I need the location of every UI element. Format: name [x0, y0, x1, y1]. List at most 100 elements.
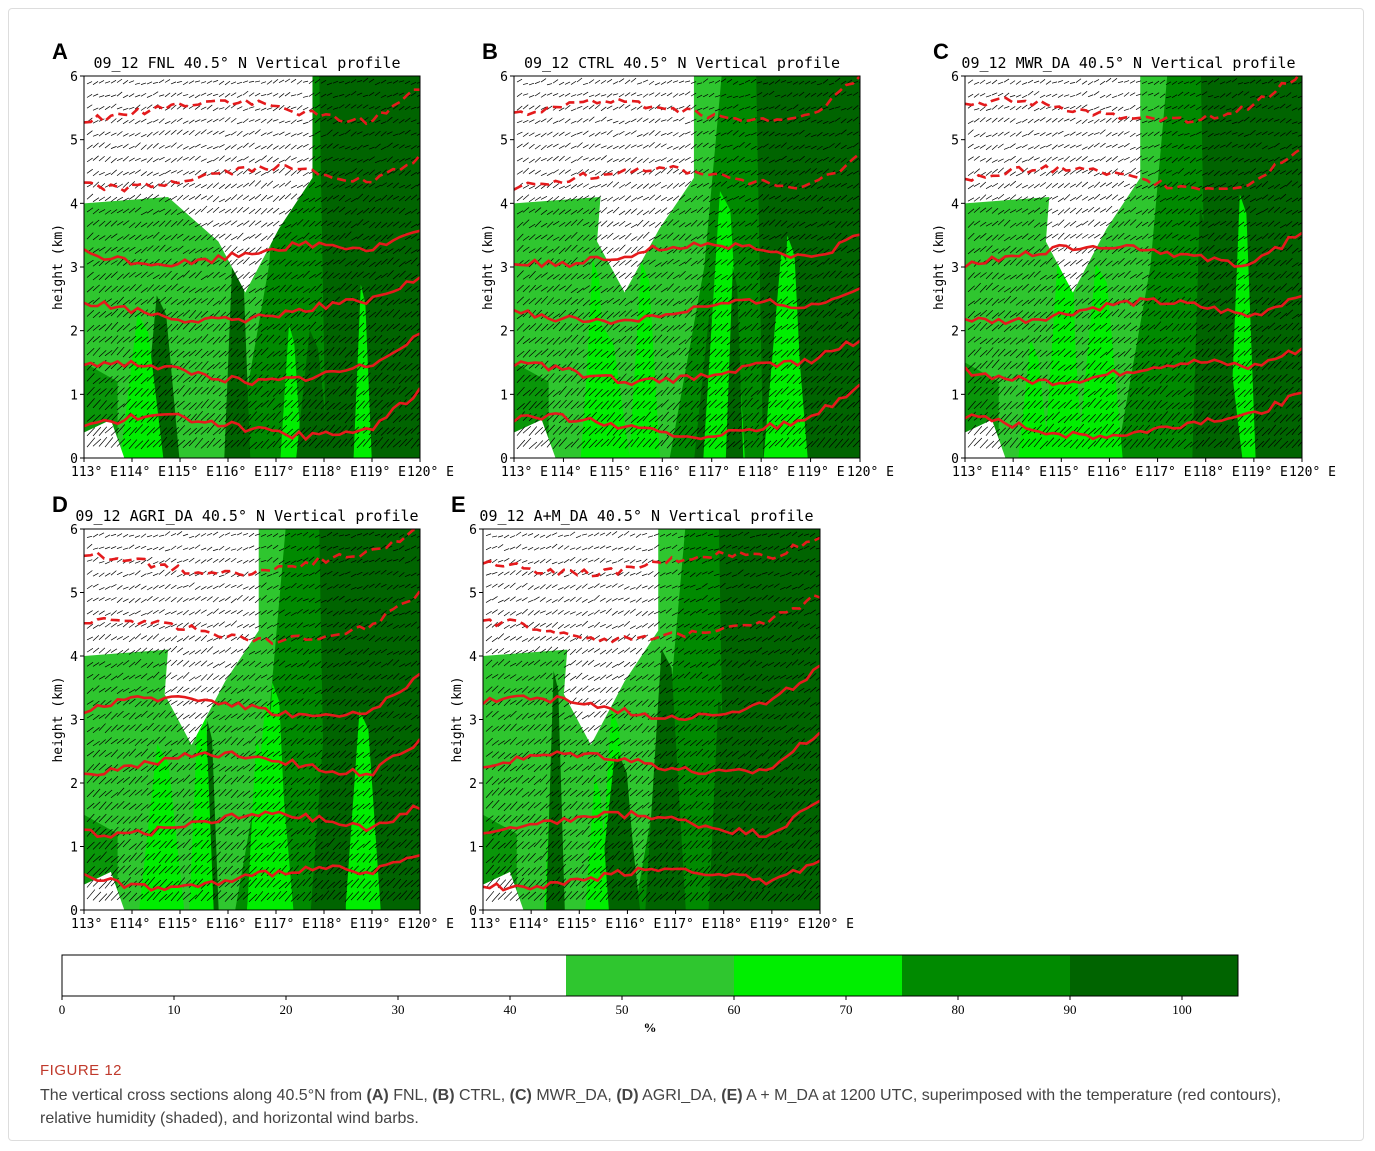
caption-ref: (C) [510, 1087, 532, 1104]
colorbar-unit: % [644, 1020, 657, 1035]
x-tick-label: 113° E [952, 465, 999, 480]
x-tick-label: 113° E [71, 917, 118, 932]
panel-letter: A [52, 39, 68, 64]
y-tick-label: 4 [70, 197, 78, 212]
y-tick-label: 1 [70, 388, 78, 403]
colorbar-segment [62, 955, 566, 996]
colorbar-tick-label: 80 [952, 1002, 965, 1017]
y-tick-label: 2 [469, 777, 477, 792]
x-tick-label: 115° E [566, 917, 613, 932]
x-tick-label: 117° E [263, 917, 310, 932]
y-tick-label: 4 [500, 197, 508, 212]
y-tick-label: 4 [951, 197, 959, 212]
x-tick-label: 116° E [649, 465, 696, 480]
colorbar-tick-label: 10 [168, 1002, 181, 1017]
y-tick-label: 2 [70, 777, 78, 792]
x-tick-label: 116° E [215, 917, 262, 932]
x-tick-label: 117° E [663, 917, 710, 932]
x-tick-label: 114° E [119, 465, 166, 480]
y-tick-label: 6 [70, 70, 78, 85]
y-tick-label: 6 [500, 70, 508, 85]
caption-text: MWR_DA, [532, 1087, 616, 1104]
x-tick-label: 116° E [614, 917, 661, 932]
panel-letter: C [933, 39, 949, 64]
y-tick-label: 5 [951, 134, 959, 149]
y-tick-label: 1 [469, 841, 477, 856]
page: { "figure": { "panels": [ {"letter": "A"… [0, 0, 1375, 1151]
colorbar-tick-label: 30 [392, 1002, 405, 1017]
caption-text: The vertical cross sections along 40.5°N… [40, 1087, 367, 1104]
x-tick-label: 114° E [119, 917, 166, 932]
caption-ref: (B) [432, 1087, 454, 1104]
x-tick-label: 115° E [167, 917, 214, 932]
x-tick-label: 115° E [1048, 465, 1095, 480]
y-tick-label: 3 [500, 261, 508, 276]
y-tick-label: 4 [469, 650, 477, 665]
colorbar-tick-label: 20 [280, 1002, 293, 1017]
y-tick-label: 5 [70, 587, 78, 602]
x-tick-label: 117° E [1145, 465, 1192, 480]
y-tick-label: 5 [500, 134, 508, 149]
x-tick-label: 120° E [1289, 465, 1336, 480]
y-tick-label: 6 [70, 523, 78, 538]
x-tick-label: 113° E [71, 465, 118, 480]
y-tick-label: 5 [469, 587, 477, 602]
y-tick-label: 1 [951, 388, 959, 403]
y-tick-label: 2 [500, 325, 508, 340]
colorbar-tick-label: 0 [59, 1002, 66, 1017]
y-tick-label: 1 [70, 841, 78, 856]
x-tick-label: 116° E [215, 465, 262, 480]
y-axis-label: height (km) [51, 676, 66, 762]
y-tick-label: 3 [70, 714, 78, 729]
y-tick-label: 5 [70, 134, 78, 149]
x-tick-label: 119° E [759, 917, 806, 932]
x-tick-label: 114° E [1000, 465, 1047, 480]
caption: The vertical cross sections along 40.5°N… [40, 1084, 1290, 1130]
caption-text: FNL, [389, 1087, 433, 1104]
colorbar-segment [734, 955, 902, 996]
x-tick-label: 114° E [550, 465, 597, 480]
caption-ref: (A) [367, 1087, 389, 1104]
caption-text: CTRL, [455, 1087, 510, 1104]
y-tick-label: 2 [70, 325, 78, 340]
colorbar-tick-label: 100 [1172, 1002, 1192, 1017]
x-tick-label: 119° E [1241, 465, 1288, 480]
x-tick-label: 113° E [501, 465, 548, 480]
y-tick-label: 4 [70, 650, 78, 665]
caption-text: AGRI_DA, [639, 1087, 722, 1104]
colorbar-tick-label: 50 [616, 1002, 629, 1017]
y-tick-label: 3 [469, 714, 477, 729]
plot-area [514, 76, 867, 458]
x-tick-label: 120° E [807, 917, 854, 932]
colorbar-segment [1070, 955, 1238, 996]
x-tick-label: 120° E [407, 917, 454, 932]
caption-ref: (E) [721, 1087, 742, 1104]
caption-ref: (D) [616, 1087, 638, 1104]
panel-letter: E [451, 492, 466, 517]
colorbar-segment [566, 955, 734, 996]
x-tick-label: 113° E [470, 917, 517, 932]
colorbar-tick-label: 60 [728, 1002, 741, 1017]
y-tick-label: 3 [951, 261, 959, 276]
plot-area [483, 529, 824, 910]
y-tick-label: 2 [951, 325, 959, 340]
x-tick-label: 114° E [518, 917, 565, 932]
x-tick-label: 118° E [711, 917, 758, 932]
plot-area [965, 70, 1306, 458]
panel-title: 09_12 A+M_DA 40.5° N Vertical profile [479, 507, 813, 525]
x-tick-label: 118° E [748, 465, 795, 480]
y-axis-label: height (km) [932, 224, 947, 310]
x-tick-label: 120° E [847, 465, 894, 480]
x-tick-label: 118° E [311, 465, 358, 480]
panel-title: 09_12 CTRL 40.5° N Vertical profile [524, 54, 840, 72]
panel-title: 09_12 MWR_DA 40.5° N Vertical profile [961, 54, 1295, 72]
x-tick-label: 120° E [407, 465, 454, 480]
x-tick-label: 115° E [600, 465, 647, 480]
x-tick-label: 117° E [699, 465, 746, 480]
x-tick-label: 119° E [359, 917, 406, 932]
x-tick-label: 119° E [798, 465, 845, 480]
colorbar-tick-label: 70 [840, 1002, 853, 1017]
y-axis-label: height (km) [51, 224, 66, 310]
colorbar-segment [902, 955, 1070, 996]
